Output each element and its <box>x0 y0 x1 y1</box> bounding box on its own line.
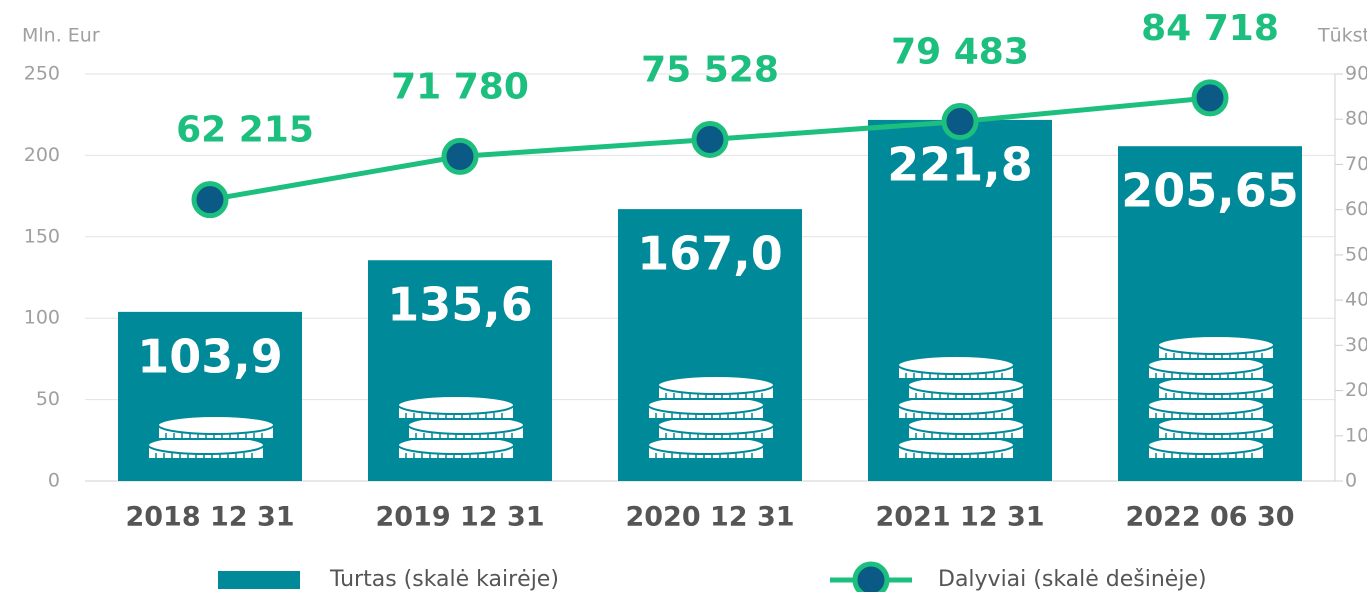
bar-value-label: 167,0 <box>637 227 783 281</box>
y2-tick-label: 60 <box>1345 198 1367 220</box>
legend-label: Dalyviai (skalė dešinėje) <box>938 567 1207 592</box>
y2-tick-label: 30 <box>1345 334 1367 356</box>
y2-tick-label: 50 <box>1345 243 1367 265</box>
coin-top <box>658 376 774 394</box>
line-marker <box>194 184 226 216</box>
line-marker <box>944 106 976 138</box>
bar-value-label: 103,9 <box>137 329 283 383</box>
line-marker <box>1194 82 1226 114</box>
y2-tick-label: 20 <box>1345 379 1367 401</box>
line-marker <box>694 123 726 155</box>
y-tick-label: 0 <box>48 470 60 492</box>
y-tick-label: 250 <box>24 63 60 85</box>
x-tick-label: 2018 12 31 <box>125 502 294 533</box>
line-value-label: 62 215 <box>176 110 314 151</box>
coin-top <box>898 356 1014 374</box>
y2-tick-label: 90 <box>1345 63 1367 85</box>
y-tick-label: 100 <box>24 307 60 329</box>
y2-tick-label: 40 <box>1345 289 1367 311</box>
bar-value-label: 135,6 <box>387 278 533 332</box>
x-tick-label: 2022 06 30 <box>1125 502 1294 533</box>
bar-value-label: 205,65 <box>1121 164 1299 218</box>
line-value-label: 71 780 <box>391 66 529 107</box>
coin-top <box>398 396 514 414</box>
y-tick-label: 150 <box>24 225 60 247</box>
y2-tick-label: 70 <box>1345 153 1367 175</box>
line-value-label: 84 718 <box>1141 8 1279 49</box>
x-tick-label: 2019 12 31 <box>375 502 544 533</box>
y-axis-label: Mln. Eur <box>22 25 100 47</box>
legend-swatch <box>218 571 300 589</box>
y2-tick-label: 10 <box>1345 424 1367 446</box>
line-marker <box>444 140 476 172</box>
coin-top <box>1158 336 1274 354</box>
legend-label: Turtas (skalė kairėje) <box>329 567 559 592</box>
chart: Mln. Eur Tūkst 0 50 100 150 200 250 0 10 20 30 40 5… <box>0 0 1367 592</box>
line-value-label: 75 528 <box>641 49 779 90</box>
x-tick-label: 2020 12 31 <box>625 502 794 533</box>
legend-marker <box>855 564 887 592</box>
bar-value-label: 221,8 <box>887 137 1033 191</box>
y2-axis-label: Tūkst <box>1317 25 1367 47</box>
y-tick-label: 50 <box>36 388 60 410</box>
line-value-label: 79 483 <box>891 32 1029 73</box>
y2-tick-label: 0 <box>1345 470 1357 492</box>
x-tick-label: 2021 12 31 <box>875 502 1044 533</box>
y2-tick-label: 80 <box>1345 108 1367 130</box>
y-tick-label: 200 <box>24 144 60 166</box>
coin-top <box>158 416 274 434</box>
